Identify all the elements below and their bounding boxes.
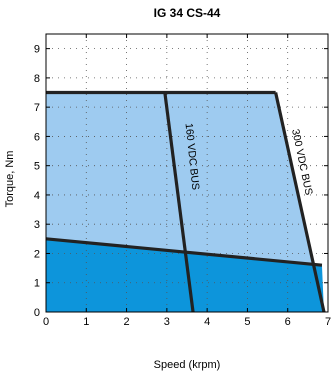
line-bus-300	[274, 92, 326, 313]
x-tick-label-1: 1	[83, 316, 89, 328]
y-tick-label-6: 6	[34, 131, 40, 143]
x-tick-label-0: 0	[43, 316, 49, 328]
y-tick-label-7: 7	[34, 102, 40, 114]
x-tick-label-4: 4	[204, 316, 210, 328]
y-tick-label-1: 1	[34, 278, 40, 290]
x-tick-label-3: 3	[164, 316, 170, 328]
y-tick-label-3: 3	[34, 219, 40, 231]
y-tick-label-4: 4	[34, 190, 40, 202]
x-tick-label-2: 2	[124, 316, 130, 328]
y-tick-label-8: 8	[34, 73, 40, 85]
y-tick-label-9: 9	[34, 44, 40, 56]
x-tick-label-7: 7	[325, 316, 331, 328]
y-axis-label: Torque, Nm	[4, 151, 16, 208]
y-tick-label-2: 2	[34, 248, 40, 260]
x-tick-label-5: 5	[244, 316, 250, 328]
axes-frame	[45, 33, 329, 313]
x-axis-label: Speed (krpm)	[154, 359, 221, 371]
region-continuous	[46, 238, 324, 312]
y-tick-label-0: 0	[34, 307, 40, 319]
x-tick-label-6: 6	[285, 316, 291, 328]
chart-title: IG 34 CS-44	[154, 6, 221, 20]
line-bus-160	[163, 92, 195, 313]
y-tick-label-5: 5	[34, 161, 40, 173]
